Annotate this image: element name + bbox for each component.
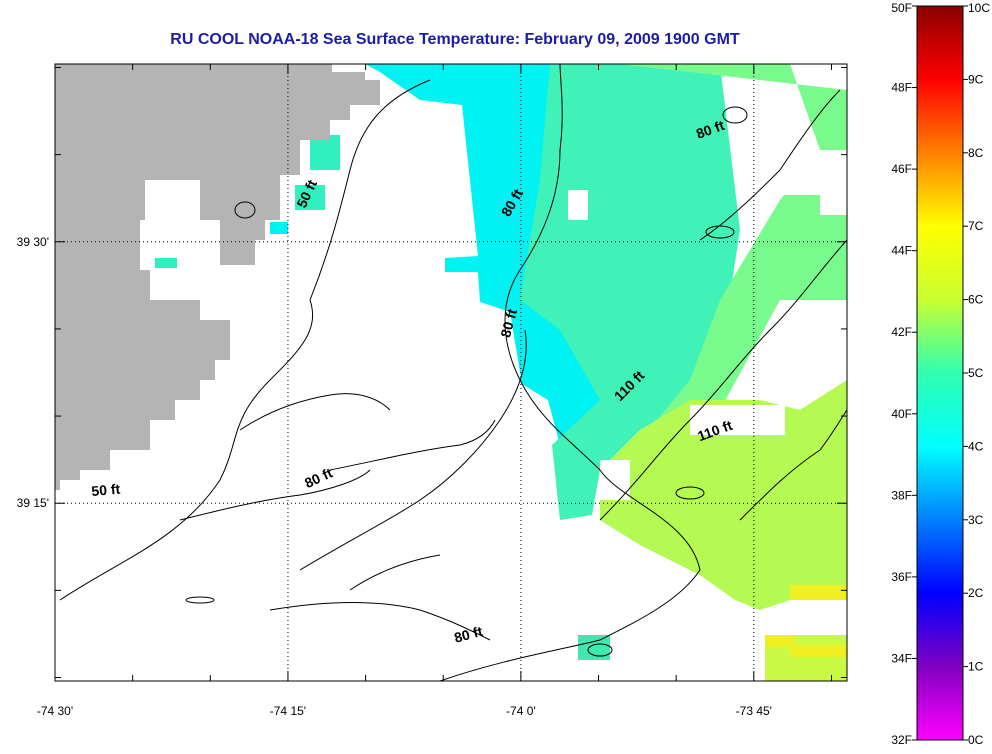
cloud-patch: [568, 190, 588, 220]
colorbar-f-label: 40F: [891, 407, 912, 421]
colorbar-c-label: 0C: [968, 733, 984, 747]
sst-patch: [155, 258, 177, 268]
contour-shoal-3: [329, 419, 496, 471]
sst-field: [55, 64, 847, 681]
y-tick-label: 39 30': [17, 235, 49, 249]
contour-depth-label: 50 ft: [91, 481, 121, 499]
colorbar-c-label: 10C: [968, 1, 990, 15]
sst-lime-region: [600, 380, 847, 610]
contour-110ft-2: [739, 409, 847, 521]
sst-yellow-corner: [790, 645, 847, 657]
sst-patch: [310, 135, 340, 170]
colorbar-f-label: 48F: [891, 81, 912, 95]
contour-110ft: [599, 239, 847, 521]
x-axis-labels: -74 30' -74 15' -74 0' -73 45': [37, 704, 772, 718]
contour-50ft: [59, 79, 431, 601]
land-mass: [55, 64, 380, 490]
colorbar: [916, 5, 964, 741]
sst-yellow-corner-2: [765, 635, 795, 647]
cloud-patch: [600, 460, 630, 500]
contour-shoal: [239, 393, 391, 431]
colorbar-f-label: 46F: [891, 162, 912, 176]
colorbar-c-label: 6C: [968, 293, 984, 307]
colorbar-f-label: 38F: [891, 488, 912, 502]
cloud-patch: [690, 405, 785, 435]
contour-80ft: [439, 64, 701, 681]
contour-shoal-2: [179, 469, 371, 521]
colorbar-f-label: 36F: [891, 570, 912, 584]
colorbar-c-label: 3C: [968, 513, 984, 527]
sst-patch: [270, 222, 288, 234]
y-axis-labels: 39 30' 39 15': [17, 235, 49, 510]
map-title: RU COOL NOAA-18 Sea Surface Temperature:…: [170, 31, 740, 48]
colorbar-c-label: 9C: [968, 72, 984, 86]
contour-ring: [185, 596, 215, 604]
colorbar-c-label: 8C: [968, 146, 984, 160]
colorbar-ticks: 50F 48F 46F 44F 42F 40F 38F 36F 34F 32F 10C 9C 8C 7C 6…: [891, 1, 990, 747]
contour-80ft-3: [699, 89, 841, 241]
y-tick-label: 39 15': [17, 496, 49, 510]
colorbar-f-label: 42F: [891, 325, 912, 339]
land-peninsula: [95, 320, 140, 375]
plot-frame: [54, 63, 848, 682]
contour-shoal-4: [269, 602, 491, 641]
contour-ring: [675, 486, 705, 500]
contour-ring: [705, 225, 735, 239]
contour-ring: [234, 201, 256, 219]
bathymetry-contours: [59, 64, 847, 681]
contour-depth-label: 80 ft: [452, 623, 484, 646]
colorbar-c-label: 5C: [968, 366, 984, 380]
x-tick-label: -73 45': [736, 704, 772, 718]
colorbar-f-label: 34F: [891, 651, 912, 665]
colorbar-f-label: 32F: [891, 733, 912, 747]
colorbar-c-label: 7C: [968, 219, 984, 233]
cloud-patch: [820, 195, 847, 215]
colorbar-c-label: 4C: [968, 439, 984, 453]
axis-ticks: [54, 64, 847, 681]
contour-depth-label: 80 ft: [497, 307, 520, 339]
colorbar-c-label: 2C: [968, 586, 984, 600]
colorbar-c-label: 1C: [968, 660, 984, 674]
x-tick-label: -74 15': [270, 704, 306, 718]
sst-patch: [578, 635, 610, 660]
cloud-patch: [775, 150, 847, 195]
sst-yellow-patch: [790, 585, 847, 600]
contour-ring: [587, 643, 613, 657]
colorbar-f-label: 44F: [891, 244, 912, 258]
x-tick-label: -74 30': [37, 704, 73, 718]
contour-80ft-2: [299, 329, 527, 571]
sst-patch: [295, 185, 325, 210]
contour-shoal-5: [349, 554, 441, 591]
contour-ring: [722, 106, 748, 124]
colorbar-f-label: 50F: [891, 1, 912, 15]
x-tick-label: -74 0': [506, 704, 536, 718]
